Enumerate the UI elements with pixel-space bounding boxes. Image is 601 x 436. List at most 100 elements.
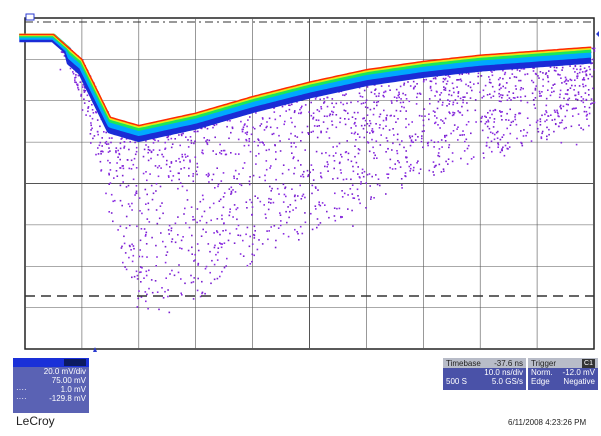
persistence-dot — [154, 165, 157, 167]
persistence-dot — [144, 291, 147, 293]
channel-offset: 75.00 mV — [51, 376, 86, 385]
persistence-dot — [362, 102, 365, 104]
persistence-dot — [264, 213, 267, 216]
persistence-dot — [422, 80, 425, 83]
persistence-dot — [155, 265, 157, 267]
persistence-dot — [569, 78, 572, 81]
persistence-dot — [491, 71, 493, 73]
persistence-dot — [143, 148, 146, 151]
persistence-dot — [116, 175, 119, 177]
persistence-dot — [590, 98, 593, 100]
persistence-dot — [448, 76, 451, 78]
persistence-dot — [353, 123, 356, 125]
persistence-dot — [252, 126, 254, 129]
timebase-panel[interactable]: Timebase -37.6 ns 10.0 ns/div 500 S 5.0 G… — [443, 358, 526, 390]
persistence-dot — [559, 74, 561, 76]
persistence-dot — [360, 102, 363, 105]
persistence-dot — [220, 180, 223, 182]
persistence-dot — [135, 150, 138, 153]
persistence-dot — [281, 105, 284, 108]
persistence-dot — [84, 86, 86, 89]
persistence-dot — [333, 160, 336, 162]
persistence-dot — [250, 201, 253, 204]
persistence-dot — [573, 89, 575, 91]
persistence-dot — [584, 70, 587, 73]
persistence-dot — [244, 132, 247, 134]
persistence-dot — [219, 151, 221, 154]
persistence-dot — [386, 114, 388, 117]
persistence-dot — [414, 139, 417, 141]
persistence-dot — [326, 96, 328, 99]
persistence-dot — [83, 102, 86, 104]
persistence-dot — [251, 243, 254, 245]
trigger-level-marker[interactable] — [596, 31, 599, 37]
measure-line-icon: ···· — [16, 385, 27, 394]
trigger-position-marker[interactable] — [93, 347, 97, 352]
persistence-dot — [183, 213, 185, 215]
persistence-dot — [275, 178, 277, 181]
persistence-dot — [296, 231, 298, 233]
persistence-dot — [156, 256, 158, 258]
persistence-dot — [372, 130, 375, 133]
persistence-dot — [119, 199, 122, 202]
persistence-dot — [164, 245, 167, 248]
persistence-dot — [206, 127, 209, 130]
persistence-dot — [514, 97, 516, 99]
persistence-dot — [353, 197, 356, 199]
persistence-dot — [453, 112, 456, 114]
persistence-dot — [293, 156, 295, 158]
persistence-dot — [262, 142, 264, 144]
persistence-dot — [184, 282, 186, 285]
persistence-dot — [459, 134, 461, 136]
persistence-dot — [90, 124, 92, 127]
persistence-dot — [279, 224, 282, 227]
persistence-dot — [129, 224, 131, 227]
persistence-dot — [339, 121, 341, 124]
persistence-dot — [146, 193, 148, 196]
persistence-dot — [192, 180, 195, 183]
persistence-dot — [97, 147, 99, 149]
persistence-dot — [295, 146, 297, 148]
persistence-dot — [167, 229, 170, 231]
persistence-dot — [537, 130, 540, 133]
channel-vdiv: 20.0 mV/div — [43, 367, 86, 376]
persistence-dot — [508, 97, 511, 99]
persistence-dot — [193, 130, 196, 133]
persistence-dot — [145, 144, 147, 146]
persistence-dot — [588, 124, 590, 127]
persistence-dot — [326, 161, 329, 163]
persistence-dot — [355, 125, 357, 127]
persistence-dot — [408, 135, 411, 137]
persistence-dot — [336, 207, 338, 210]
persistence-dot — [425, 78, 427, 81]
persistence-dot — [358, 198, 360, 201]
persistence-dot — [399, 166, 402, 168]
persistence-dot — [583, 79, 586, 81]
channel-measure-1: 1.0 mV — [60, 385, 86, 394]
persistence-dot — [502, 69, 504, 72]
persistence-dot — [245, 139, 248, 142]
persistence-dot — [366, 106, 369, 109]
persistence-dot — [108, 183, 110, 185]
persistence-dot — [445, 134, 448, 137]
persistence-dot — [123, 141, 126, 143]
trigger-panel[interactable]: Trigger C1 Norm. -12.0 mV Edge Negative — [528, 358, 598, 390]
persistence-dot — [464, 140, 466, 143]
persistence-dot — [72, 71, 74, 73]
persistence-dot — [497, 142, 499, 144]
persistence-dot — [323, 102, 325, 104]
channel-descriptor-panel[interactable]: 20.0 mV/div 75.00 mV ···· 1.0 mV ···· -129… — [13, 358, 89, 413]
persistence-dot — [138, 271, 141, 274]
persistence-dot — [306, 125, 309, 128]
persistence-dot — [533, 103, 535, 106]
persistence-dot — [576, 77, 579, 79]
persistence-dot — [326, 115, 328, 118]
persistence-dot — [201, 280, 203, 283]
persistence-dot — [583, 110, 586, 113]
persistence-dot — [391, 149, 393, 151]
persistence-dot — [285, 210, 287, 213]
persistence-dot — [422, 119, 425, 122]
persistence-dot — [452, 87, 455, 90]
channel-marker-icon[interactable] — [25, 13, 35, 21]
persistence-dot — [574, 79, 576, 81]
